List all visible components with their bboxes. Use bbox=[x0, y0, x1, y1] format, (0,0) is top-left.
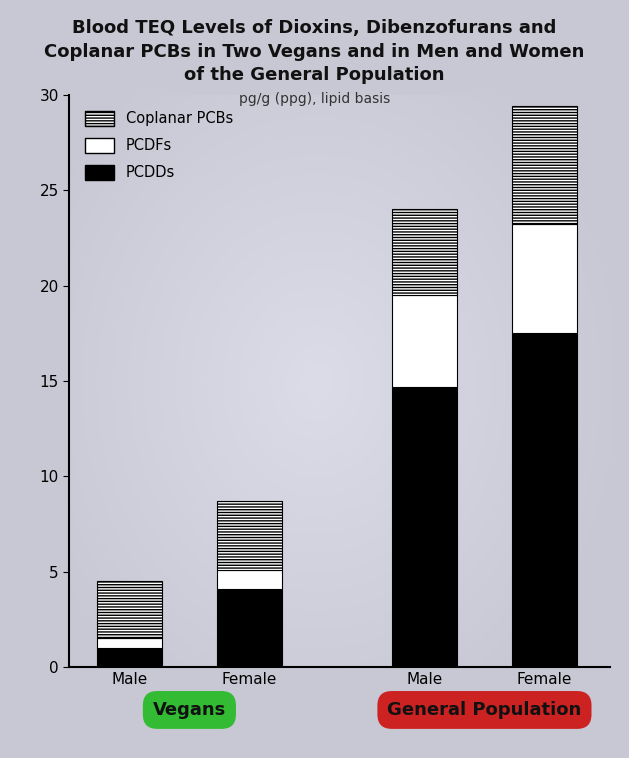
Bar bbox=[96, 648, 162, 667]
Bar bbox=[512, 334, 577, 667]
Bar bbox=[512, 224, 577, 334]
Text: Vegans: Vegans bbox=[153, 701, 226, 719]
Text: Blood TEQ Levels of Dioxins, Dibenzofurans and
Coplanar PCBs in Two Vegans and i: Blood TEQ Levels of Dioxins, Dibenzofura… bbox=[44, 19, 585, 84]
Bar bbox=[217, 570, 282, 589]
Text: pg/g (ppg), lipid basis: pg/g (ppg), lipid basis bbox=[239, 92, 390, 106]
Bar bbox=[217, 589, 282, 667]
Text: General Population: General Population bbox=[387, 701, 582, 719]
Legend: Coplanar PCBs, PCDFs, PCDDs: Coplanar PCBs, PCDFs, PCDDs bbox=[75, 101, 243, 190]
Bar bbox=[512, 106, 577, 224]
Bar bbox=[217, 501, 282, 570]
Bar bbox=[392, 387, 457, 667]
Bar bbox=[392, 209, 457, 295]
Bar bbox=[392, 295, 457, 387]
Bar bbox=[96, 581, 162, 638]
Bar bbox=[96, 638, 162, 648]
